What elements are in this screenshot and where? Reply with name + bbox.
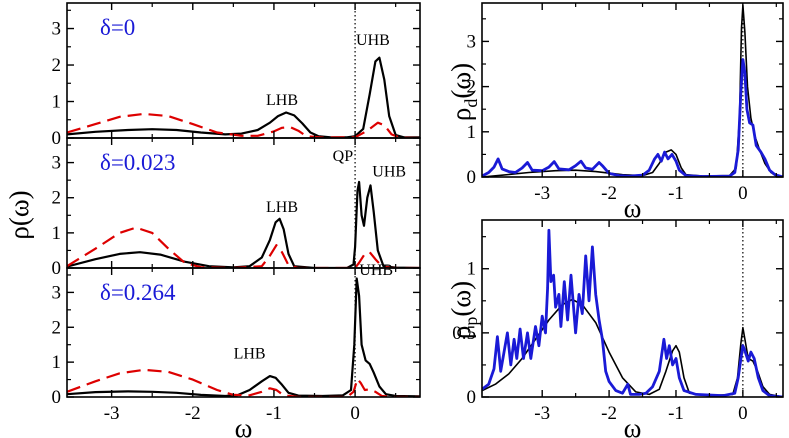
plot-frame [481, 2, 784, 178]
y-label-main: ρ [446, 326, 476, 339]
peak-annotation: LHB [266, 199, 298, 216]
y-axis-label: ρp(ω) [446, 281, 481, 339]
y-tick-label: 0.5 [452, 323, 476, 344]
series-blue-line [482, 58, 783, 177]
plot-frame [481, 219, 784, 398]
delta-label: δ=0 [100, 15, 135, 40]
y-axis-label: ρ(ω) [4, 190, 34, 239]
x-tick-label: -3 [534, 403, 550, 424]
x-axis-label: ω [624, 193, 642, 223]
y-tick-label: 0 [467, 387, 477, 408]
y-tick-label: 1 [52, 92, 62, 113]
x-axis-label: ω [235, 413, 253, 438]
x-tick-label: -3 [104, 403, 120, 424]
y-tick-label: 2 [52, 317, 62, 338]
x-tick-label: -2 [601, 183, 617, 204]
y-tick-label: 0 [52, 258, 62, 279]
series-black-line [482, 298, 783, 397]
series-black-line [67, 56, 420, 138]
right-panel-bottom: 0 0.5 1 -3 -2 -1 0 ω [452, 219, 784, 438]
y-tick-label: 3 [52, 153, 62, 174]
delta-label: δ=0.264 [100, 280, 176, 305]
y-tick-label: 2 [52, 55, 62, 76]
y-label-main: ρ [446, 108, 476, 121]
peak-annotation: QP [333, 148, 354, 165]
y-label-subscript: d [461, 99, 481, 108]
x-tick-label: -1 [668, 183, 684, 204]
y-tick-label: 0 [52, 387, 62, 408]
y-tick-label: 1 [52, 352, 62, 373]
y-tick-label: 3 [52, 282, 62, 303]
peak-annotation: LHB [266, 92, 298, 109]
y-label-subscript: p [461, 317, 481, 326]
left-panel-2: 0 1 2 3 δ=0.023 QP UHB LHB [52, 137, 421, 279]
peak-annotation: UHB [359, 262, 393, 279]
x-tick-label: -2 [185, 403, 201, 424]
x-tick-label: -1 [266, 403, 282, 424]
x-tick-label: -1 [668, 403, 684, 424]
x-axis-label: ω [624, 413, 642, 438]
peak-annotation: UHB [356, 32, 390, 49]
y-tick-label: 1 [467, 122, 477, 143]
series-black-line [67, 180, 420, 268]
left-panel-3: 0 1 2 3 -3 -2 -1 0 δ=0.264 LHB UHB ω [52, 262, 421, 438]
x-tick-label: 0 [350, 403, 360, 424]
y-tick-label: 1 [52, 223, 62, 244]
peak-annotation: LHB [234, 346, 266, 363]
y-tick-label: 0 [467, 167, 477, 188]
y-tick-label: 1 [467, 259, 477, 280]
y-tick-label: 3 [52, 19, 62, 40]
y-axis-label: ρd(ω) [446, 63, 481, 121]
plot-frame [66, 267, 421, 398]
y-tick-label: 0 [52, 128, 62, 149]
delta-label: δ=0.023 [100, 150, 176, 175]
series-red-line [67, 112, 420, 138]
y-tick-label: 2 [467, 77, 477, 98]
x-tick-label: -3 [534, 183, 550, 204]
x-tick-label: 0 [738, 183, 748, 204]
y-label-tail: (ω) [446, 63, 476, 99]
left-panel-1: 0 1 2 3 δ=0 LHB UHB [52, 2, 421, 149]
right-panel-top: 0 1 2 3 -3 -2 -1 0 ω [467, 2, 784, 223]
series-red-line [67, 226, 420, 268]
y-label-tail: (ω) [446, 281, 476, 317]
peak-annotation: UHB [372, 164, 406, 181]
series-blue-line [482, 228, 783, 397]
x-tick-label: 0 [738, 403, 748, 424]
x-tick-label: -2 [601, 403, 617, 424]
y-tick-label: 2 [52, 188, 62, 209]
series-red-line [67, 368, 420, 397]
y-tick-label: 3 [467, 31, 477, 52]
